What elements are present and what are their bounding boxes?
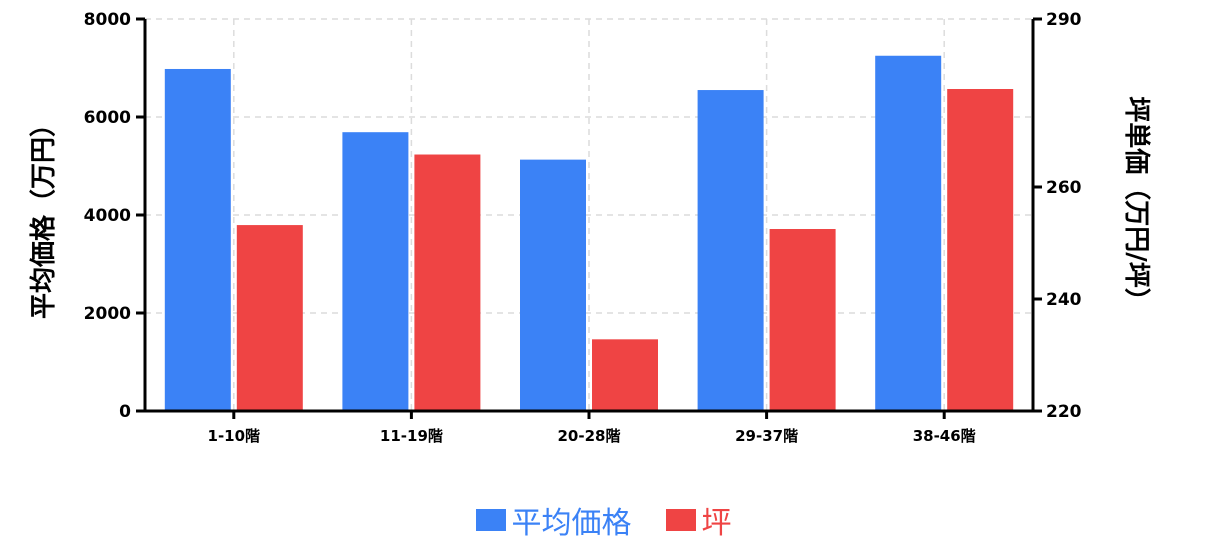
y-tick-label: 6000: [84, 108, 131, 128]
bar-tsubo: [769, 229, 836, 411]
y2-tick-label: 260: [1046, 178, 1082, 198]
y2-tick-label: 220: [1046, 402, 1082, 422]
y-axis-title: 平均価格（万円）: [28, 111, 59, 319]
bar-chart: 0 2000 4000 6000 8000 220 240 260 290 1-10階 11-19階…: [28, 10, 1151, 445]
y2-axis-title: 坪単価（万円/坪）: [1121, 96, 1151, 314]
y-tick-label: 2000: [84, 304, 131, 324]
legend: 平均価格 坪: [0, 498, 1207, 542]
bar-price: [875, 55, 942, 411]
x-tick-label: 11-19階: [380, 427, 443, 445]
bar-tsubo: [236, 225, 303, 411]
y-tick-label: 8000: [84, 10, 131, 30]
y-tick-label: 0: [119, 402, 131, 422]
bar-tsubo: [592, 339, 658, 411]
legend-label-tsubo: 坪: [701, 506, 732, 541]
y-tick-label: 4000: [84, 206, 131, 226]
x-tick-label: 38-46階: [913, 427, 976, 445]
bar-price: [164, 68, 231, 411]
bars: [164, 55, 1014, 412]
bar-price: [520, 159, 586, 411]
y2-tick-label: 290: [1046, 10, 1082, 30]
y2-tick-label: 240: [1046, 290, 1082, 310]
x-tick-label: 20-28階: [558, 427, 621, 445]
bar-price: [697, 90, 764, 412]
legend-swatch-tsubo: [665, 509, 696, 531]
legend-item-price[interactable]: 平均価格: [475, 498, 632, 542]
x-tick-label: 29-37階: [735, 427, 798, 445]
legend-item-tsubo[interactable]: 坪: [665, 498, 732, 542]
x-tick-label: 1-10階: [208, 427, 261, 445]
legend-label-price: 平均価格: [511, 506, 632, 541]
bar-price: [342, 132, 409, 411]
legend-swatch-price: [475, 509, 506, 531]
bar-tsubo: [947, 89, 1014, 411]
bar-tsubo: [414, 154, 481, 411]
axes: 0 2000 4000 6000 8000 220 240 260 290 1-10階 11-19階…: [84, 10, 1082, 445]
